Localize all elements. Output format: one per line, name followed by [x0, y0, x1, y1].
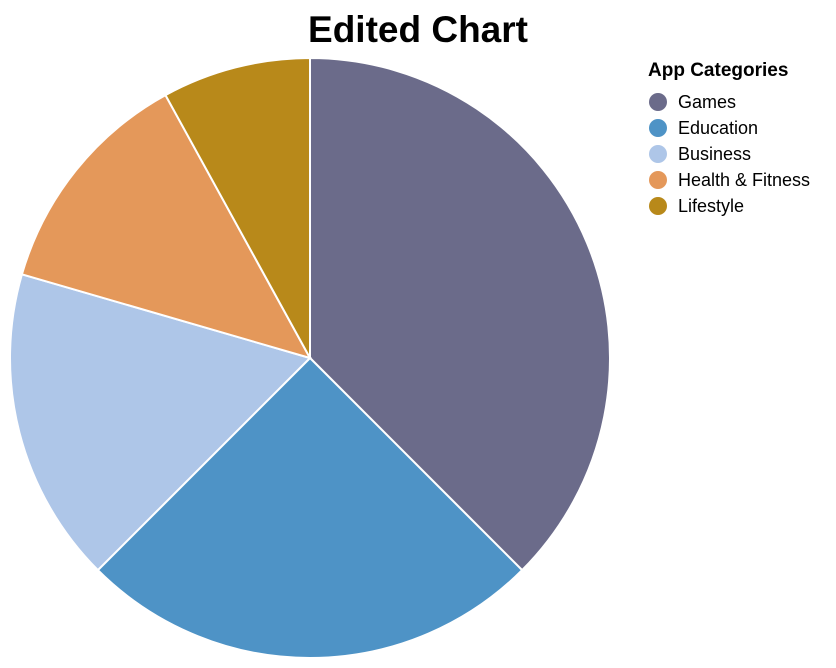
legend-swatch-business [649, 145, 667, 163]
legend-swatch-health-and-fitness [649, 171, 667, 189]
legend-label-business: Business [678, 144, 751, 164]
chart-title: Edited Chart [308, 9, 528, 50]
legend-swatch-games [649, 93, 667, 111]
pie-slices [9, 56, 611, 659]
legend-label-lifestyle: Lifestyle [678, 196, 744, 216]
legend-label-games: Games [678, 92, 736, 112]
legend: App Categories Games Education Business Hea… [648, 60, 810, 216]
pie-slice-health-and-fitness [20, 93, 313, 360]
legend-label-health-and-fitness: Health & Fitness [678, 170, 810, 190]
legend-title: App Categories [648, 60, 788, 81]
pie-slice-education [96, 356, 524, 659]
legend-items: Games Education Business Health & Fitness Li… [649, 92, 810, 216]
pie-slice-business [9, 273, 312, 572]
legend-swatch-education [649, 119, 667, 137]
pie-slice-lifestyle [164, 56, 311, 359]
legend-label-education: Education [678, 118, 758, 138]
legend-swatch-lifestyle [649, 197, 667, 215]
pie-slice-games [309, 56, 611, 572]
